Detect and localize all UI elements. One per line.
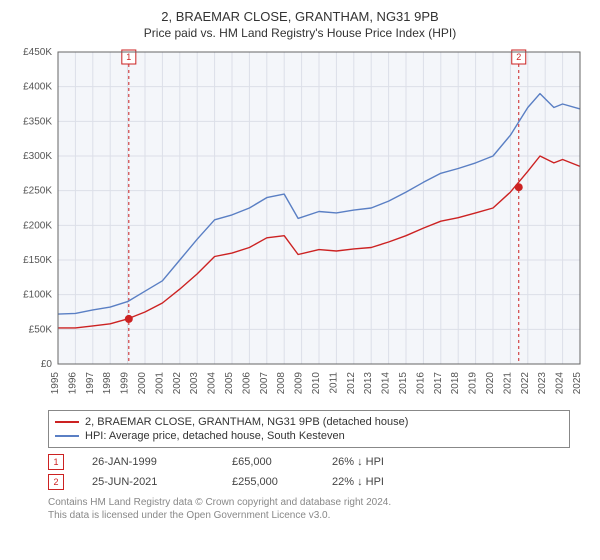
svg-text:2011: 2011 [328, 372, 339, 394]
svg-text:2004: 2004 [207, 372, 218, 395]
svg-text:2018: 2018 [450, 372, 461, 395]
svg-text:£300K: £300K [23, 151, 52, 162]
svg-text:£150K: £150K [23, 255, 52, 266]
svg-text:2023: 2023 [537, 372, 548, 395]
svg-text:2013: 2013 [363, 372, 374, 395]
transaction-pct: 22% ↓ HPI [332, 476, 452, 488]
footer-line-2: This data is licensed under the Open Gov… [48, 509, 570, 522]
footer-attribution: Contains HM Land Registry data © Crown c… [48, 496, 570, 522]
transaction-table: 1 26-JAN-1999£65,00026% ↓ HPI 2 25-JUN-2021… [48, 452, 570, 492]
line-chart: £0 £50K £100K £150K £200K £250K £300K £350K £400… [10, 44, 590, 404]
svg-text:£100K: £100K [23, 290, 52, 301]
svg-text:2003: 2003 [189, 372, 200, 395]
svg-text:2016: 2016 [415, 372, 426, 395]
svg-text:2: 2 [516, 52, 521, 62]
transaction-price: £65,000 [232, 456, 332, 468]
transaction-pct: 26% ↓ HPI [332, 456, 452, 468]
svg-text:2009: 2009 [294, 372, 305, 395]
svg-text:2010: 2010 [311, 372, 322, 395]
transaction-row: 2 25-JUN-2021£255,00022% ↓ HPI [48, 472, 570, 492]
transaction-date: 26-JAN-1999 [92, 456, 232, 468]
svg-text:2001: 2001 [154, 372, 165, 395]
svg-text:2000: 2000 [137, 372, 148, 395]
transaction-date: 25-JUN-2021 [92, 476, 232, 488]
legend-swatch [55, 421, 79, 423]
svg-text:£250K: £250K [23, 186, 52, 197]
footer-line-1: Contains HM Land Registry data © Crown c… [48, 496, 570, 509]
svg-text:2006: 2006 [241, 372, 252, 395]
svg-text:2015: 2015 [398, 372, 409, 395]
svg-text:2020: 2020 [485, 372, 496, 395]
legend-label: HPI: Average price, detached house, Sout… [85, 430, 345, 442]
svg-text:£50K: £50K [29, 325, 53, 336]
svg-text:2021: 2021 [502, 372, 513, 395]
svg-text:£450K: £450K [23, 47, 52, 58]
svg-text:1996: 1996 [67, 372, 78, 395]
svg-text:1995: 1995 [50, 372, 61, 395]
svg-text:£350K: £350K [23, 117, 52, 128]
chart-title: 2, BRAEMAR CLOSE, GRANTHAM, NG31 9PB [0, 0, 600, 26]
svg-text:1998: 1998 [102, 372, 113, 395]
chart-subtitle: Price paid vs. HM Land Registry's House … [0, 26, 600, 44]
transaction-row: 1 26-JAN-1999£65,00026% ↓ HPI [48, 452, 570, 472]
svg-text:2007: 2007 [259, 372, 270, 395]
legend-box: 2, BRAEMAR CLOSE, GRANTHAM, NG31 9PB (de… [48, 410, 570, 448]
legend-item: 2, BRAEMAR CLOSE, GRANTHAM, NG31 9PB (de… [55, 415, 563, 429]
svg-text:£400K: £400K [23, 82, 52, 93]
legend-swatch [55, 435, 79, 437]
svg-text:2025: 2025 [572, 372, 583, 395]
svg-text:2005: 2005 [224, 372, 235, 395]
transaction-marker: 2 [48, 474, 64, 490]
svg-text:1997: 1997 [85, 372, 96, 395]
chart-container: 2, BRAEMAR CLOSE, GRANTHAM, NG31 9PB Pri… [0, 0, 600, 560]
transaction-price: £255,000 [232, 476, 332, 488]
svg-text:2002: 2002 [172, 372, 183, 395]
svg-text:1: 1 [126, 52, 131, 62]
svg-text:£200K: £200K [23, 221, 52, 232]
svg-text:£0: £0 [41, 359, 53, 370]
svg-text:2014: 2014 [381, 372, 392, 395]
svg-text:2024: 2024 [555, 372, 566, 395]
svg-text:1999: 1999 [120, 372, 131, 395]
svg-text:2019: 2019 [468, 372, 479, 395]
svg-text:2017: 2017 [433, 372, 444, 395]
svg-text:2012: 2012 [346, 372, 357, 395]
svg-text:2022: 2022 [520, 372, 531, 395]
legend-label: 2, BRAEMAR CLOSE, GRANTHAM, NG31 9PB (de… [85, 416, 408, 428]
svg-text:2008: 2008 [276, 372, 287, 395]
transaction-marker: 1 [48, 454, 64, 470]
legend-item: HPI: Average price, detached house, Sout… [55, 429, 563, 443]
